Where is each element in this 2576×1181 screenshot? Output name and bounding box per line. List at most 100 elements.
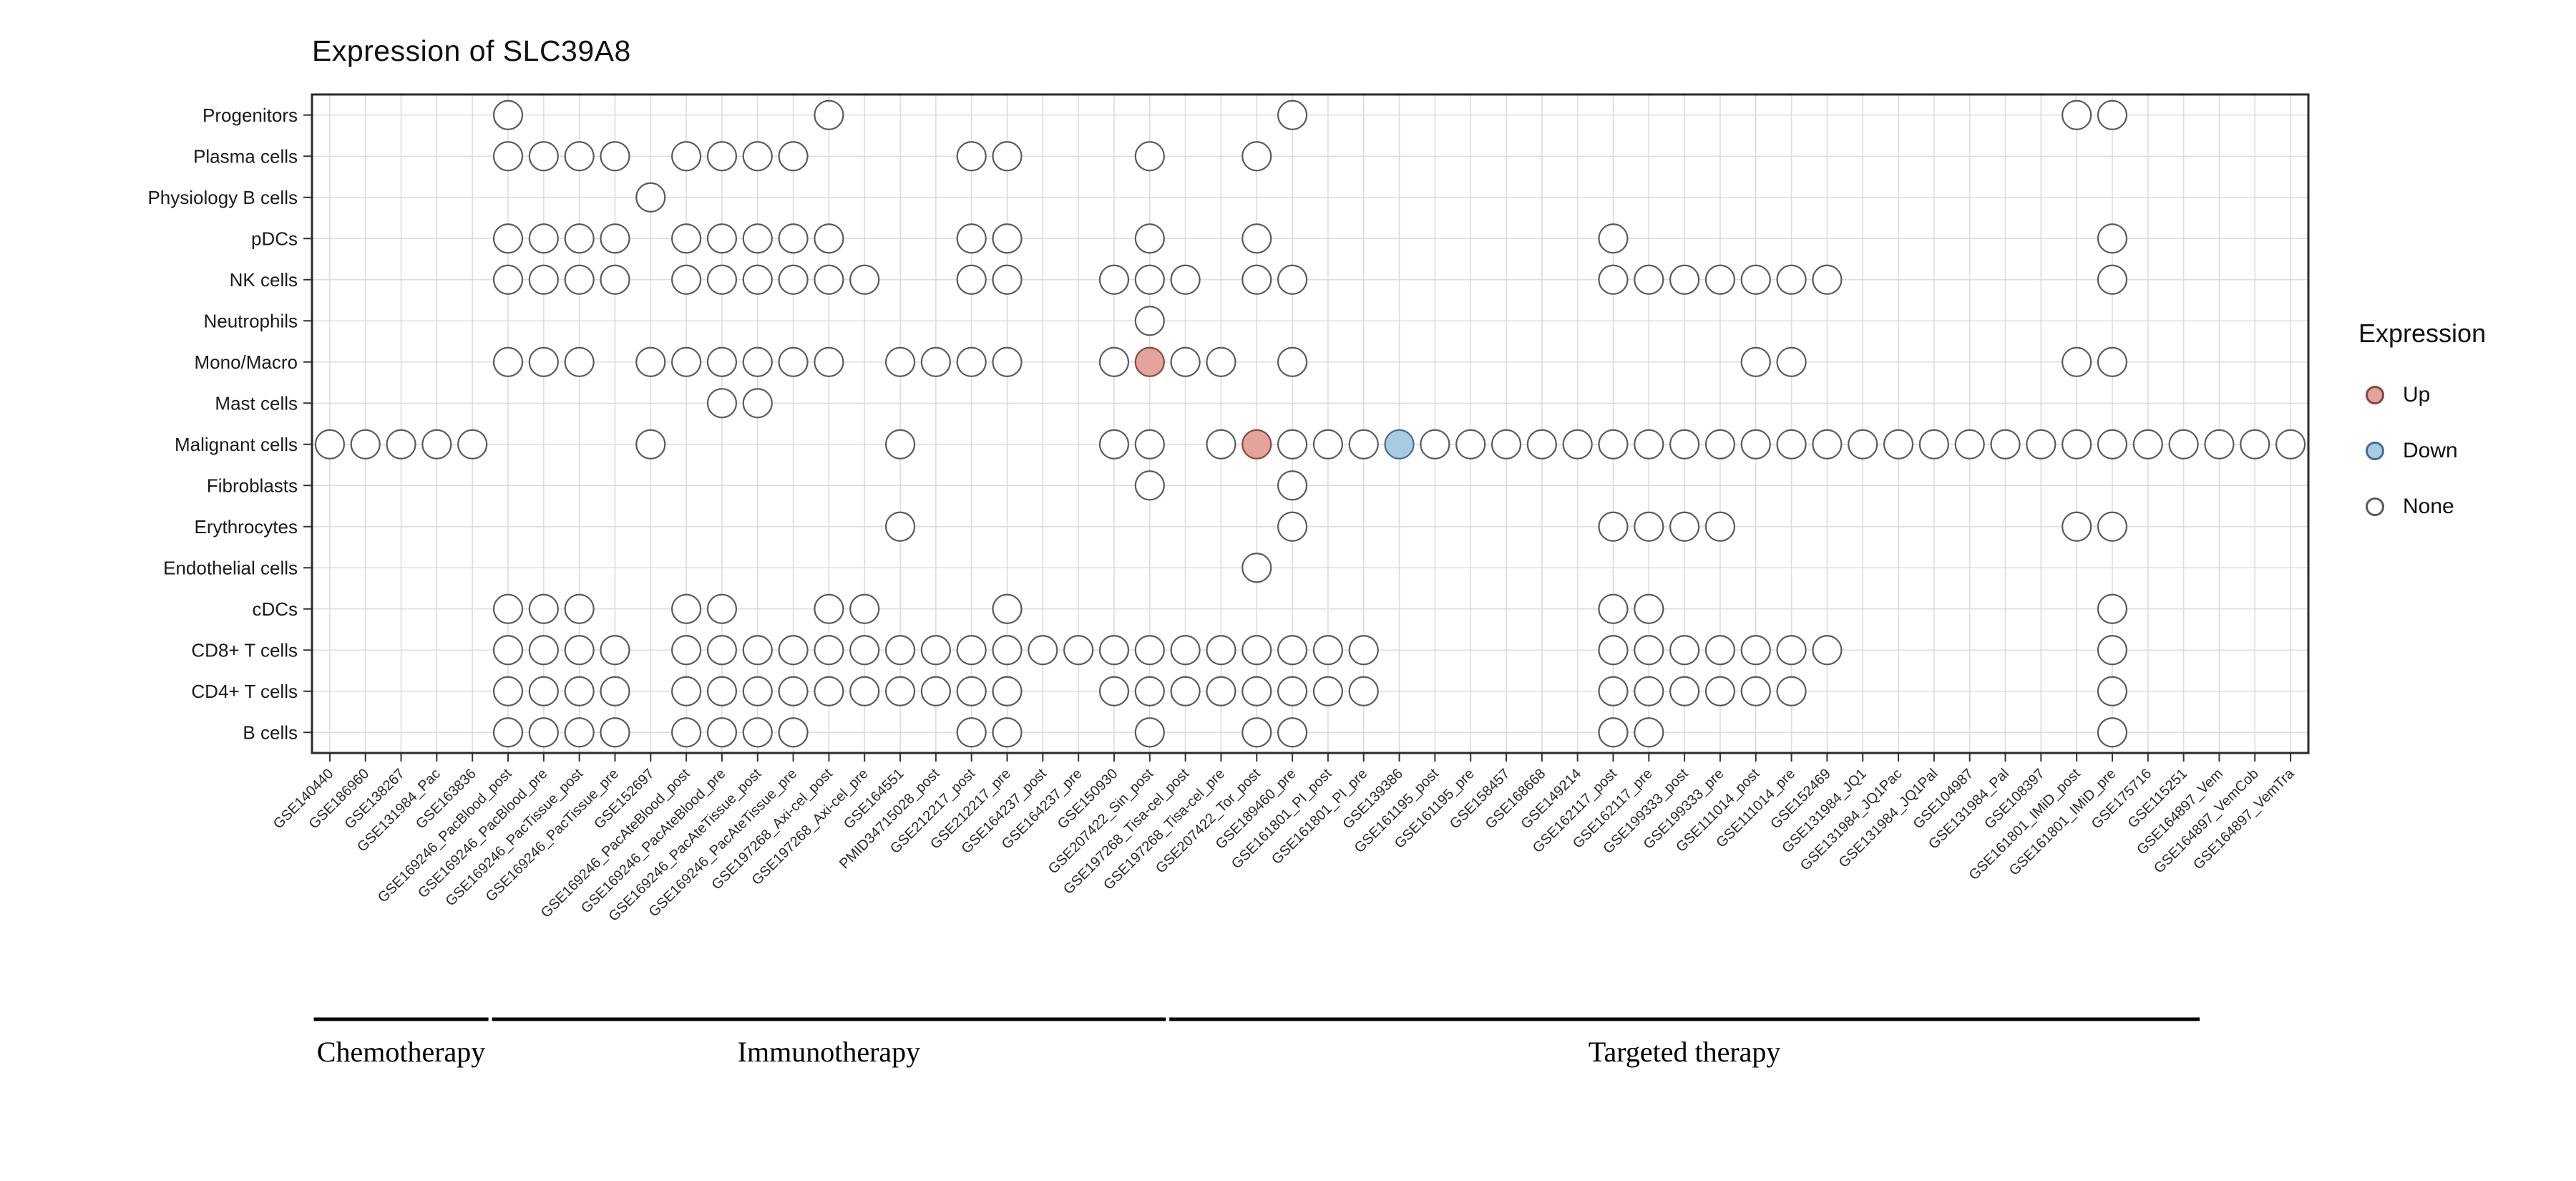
dot-none [528, 635, 559, 666]
dot-none [2062, 429, 2092, 460]
dot-none [1312, 635, 1344, 666]
dot-none [1277, 635, 1308, 666]
dot-none [920, 676, 951, 706]
dot-none [2097, 99, 2128, 130]
dot-none [1098, 429, 1130, 460]
dot-none [1740, 676, 1771, 706]
dot-none [920, 635, 951, 666]
dot-none [564, 141, 595, 172]
dot-none [778, 223, 809, 254]
dot-none [1134, 429, 1165, 460]
dot-none [814, 223, 844, 254]
legend-down-label: Down [2403, 439, 2458, 462]
dot-none [671, 593, 702, 624]
dot-none [1134, 223, 1165, 254]
dot-none [992, 717, 1023, 748]
legend-up-dot-icon [2366, 386, 2384, 404]
legend-down-dot-icon [2366, 442, 2384, 460]
dot-none [1277, 717, 1308, 748]
dot-none [1312, 429, 1344, 460]
legend-entry-none: None [2358, 495, 2573, 519]
dot-none [1277, 346, 1308, 377]
dot-none [1598, 717, 1629, 748]
dot-none [742, 635, 773, 666]
dot-none [1241, 676, 1272, 706]
dot-none [1063, 635, 1094, 666]
dot-none [992, 346, 1023, 377]
dot-none [1277, 511, 1308, 542]
dot-none [564, 593, 595, 624]
dot-none [457, 429, 488, 460]
dot-none [1206, 676, 1236, 706]
group-label-chemotherapy: Chemotherapy [316, 1036, 486, 1068]
y-axis-label: Malignant cells [175, 434, 298, 455]
dot-none [992, 593, 1023, 624]
dot-none [1134, 306, 1165, 336]
dot-none [1598, 429, 1629, 460]
dot-none [706, 717, 738, 748]
dot-none [1420, 429, 1450, 460]
dot-none [1776, 635, 1807, 666]
dot-none [884, 635, 916, 666]
dot-none [2097, 346, 2128, 377]
dot-none [778, 717, 809, 748]
dot-none [1277, 676, 1308, 706]
legend-title: Expression [2358, 319, 2487, 348]
dot-none [814, 346, 844, 377]
y-axis-label: Erythrocytes [195, 516, 298, 538]
dot-none [671, 676, 702, 706]
dot-none [2097, 676, 2128, 706]
dot-none [814, 99, 844, 130]
dot-none [1634, 511, 1664, 542]
expression-dots [314, 99, 2306, 748]
y-axis-label: CD8+ T cells [191, 639, 298, 661]
dot-none [2062, 99, 2092, 130]
dot-none [1634, 717, 1664, 748]
y-axis-label: cDCs [252, 598, 298, 620]
dot-none [564, 264, 595, 295]
dot-none [635, 429, 666, 460]
dot-none [1776, 429, 1807, 460]
dot-none [1170, 346, 1201, 377]
dot-none [600, 264, 630, 295]
dot-none [1740, 346, 1771, 377]
dot-none [1848, 429, 1878, 460]
dot-none [1348, 676, 1379, 706]
dot-none [1134, 470, 1165, 501]
dot-none [1669, 429, 1700, 460]
dot-none [1669, 511, 1700, 542]
dot-none [1704, 676, 1736, 706]
dot-none [884, 429, 916, 460]
dot-none [528, 346, 559, 377]
dot-none [1776, 676, 1807, 706]
dot-none [1669, 676, 1700, 706]
dot-none [1634, 593, 1664, 624]
dot-none [992, 223, 1023, 254]
dot-none [956, 141, 987, 172]
dot-none [528, 141, 559, 172]
dot-none [742, 141, 773, 172]
legend-entry-down: Down [2358, 439, 2573, 463]
dot-none [1241, 264, 1272, 295]
dot-none [1134, 676, 1165, 706]
dot-none [2026, 429, 2057, 460]
dot-none [528, 717, 559, 748]
dot-none [1098, 635, 1130, 666]
dot-none [2097, 429, 2128, 460]
dot-none [742, 676, 773, 706]
dot-none [992, 264, 1023, 295]
dot-none [1740, 429, 1771, 460]
dot-none [1634, 676, 1664, 706]
group-label-immunotherapy: Immunotherapy [737, 1036, 921, 1068]
dot-none [564, 717, 595, 748]
legend-entry-up: Up [2358, 383, 2573, 407]
dot-none [706, 635, 738, 666]
dot-none [671, 264, 702, 295]
dot-none [1134, 635, 1165, 666]
dot-none [564, 635, 595, 666]
dot-none [671, 141, 702, 172]
dot-none [778, 346, 809, 377]
dot-none [492, 223, 524, 254]
dot-none [884, 346, 916, 377]
dot-none [1990, 429, 2021, 460]
